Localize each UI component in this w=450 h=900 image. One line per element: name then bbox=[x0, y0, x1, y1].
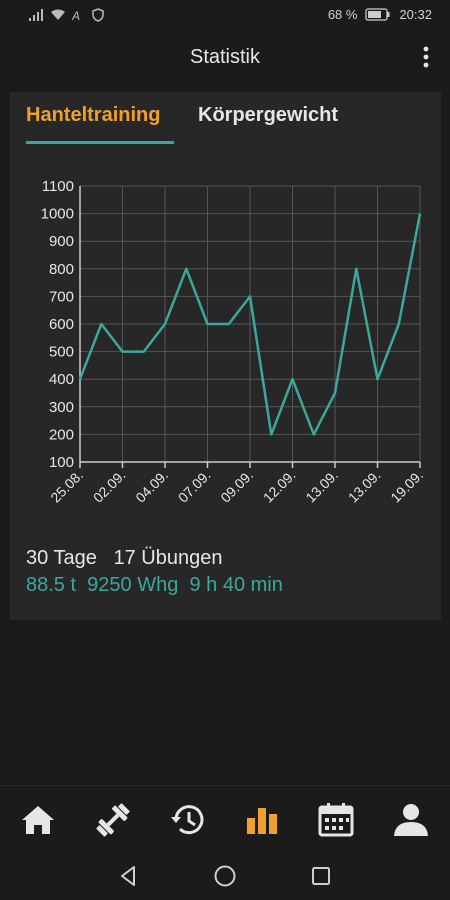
battery-percent: 68 % bbox=[327, 7, 358, 22]
tab-indicator bbox=[26, 141, 174, 144]
tab-hanteltraining[interactable]: Hanteltraining bbox=[26, 104, 161, 126]
status-icons-right: 68 % 20:32 bbox=[328, 7, 432, 22]
y-tick-label: 1100 bbox=[42, 178, 74, 195]
svg-text:A: A bbox=[72, 9, 80, 22]
y-tick-label: 300 bbox=[49, 399, 74, 416]
summary-counts: 30 Tage 17 Übungen bbox=[26, 547, 222, 570]
y-tick-label: 800 bbox=[49, 261, 74, 278]
total-weight: 88.5 t bbox=[26, 574, 77, 596]
wifi-icon bbox=[51, 9, 65, 20]
x-tick-label: 09.09. bbox=[217, 467, 256, 506]
statistics-card: Hanteltraining Körpergewicht 100 200 300 40… bbox=[10, 92, 441, 620]
clock: 20:32 bbox=[399, 7, 432, 22]
tab-koerpergewicht[interactable]: Körpergewicht bbox=[198, 104, 339, 126]
y-tick-label: 1000 bbox=[41, 206, 74, 223]
y-tick-label: 200 bbox=[49, 426, 74, 443]
tab-bar: Hanteltraining Körpergewicht bbox=[10, 92, 441, 144]
dumbbell-icon[interactable] bbox=[91, 798, 135, 842]
history-icon[interactable] bbox=[166, 798, 210, 842]
system-navigation bbox=[0, 853, 450, 900]
y-tick-label: 600 bbox=[49, 316, 74, 333]
overflow-menu-icon[interactable] bbox=[416, 42, 436, 72]
days-count: 30 Tage bbox=[26, 547, 97, 569]
page-title: Statistik bbox=[189, 46, 261, 68]
x-tick-label: 19.09. bbox=[387, 467, 426, 506]
x-tick-label: 13.09. bbox=[345, 467, 384, 506]
y-tick-label: 100 bbox=[49, 454, 74, 471]
app-bar: Statistik bbox=[0, 32, 450, 82]
y-tick-label: 900 bbox=[49, 233, 74, 250]
signal-icon bbox=[29, 9, 43, 21]
y-tick-label: 400 bbox=[49, 371, 74, 388]
y-tick-label: 700 bbox=[49, 288, 74, 305]
home-icon[interactable] bbox=[16, 798, 60, 842]
status-icons-left: A bbox=[28, 8, 104, 22]
y-tick-label: 500 bbox=[49, 344, 74, 361]
summary-totals: 88.5 t 9250 Whg 9 h 40 min bbox=[26, 574, 283, 597]
bottom-navigation bbox=[0, 785, 450, 854]
x-tick-label: 07.09. bbox=[175, 467, 214, 506]
battery-icon bbox=[365, 8, 390, 21]
shield-icon bbox=[92, 8, 104, 22]
profile-icon[interactable] bbox=[389, 798, 433, 842]
nfc-icon: A bbox=[72, 9, 80, 22]
x-tick-label: 25.08. bbox=[47, 467, 86, 506]
home-circle-icon[interactable] bbox=[212, 863, 238, 889]
status-bar: A 68 % 20:32 bbox=[0, 0, 450, 32]
exercise-count: 17 Übungen bbox=[113, 547, 223, 569]
x-tick-label: 12.09. bbox=[260, 467, 299, 506]
total-reps: 9250 Whg bbox=[87, 574, 179, 596]
line-chart: 100 200 300 400 500 600 700 800 900 1000 1100 25.08… bbox=[41, 178, 426, 506]
calendar-icon[interactable] bbox=[314, 798, 358, 842]
total-duration: 9 h 40 min bbox=[189, 574, 283, 596]
x-tick-label: 13.09. bbox=[302, 467, 341, 506]
x-tick-label: 04.09. bbox=[132, 467, 171, 506]
back-icon[interactable] bbox=[116, 863, 142, 889]
x-tick-label: 02.09. bbox=[90, 467, 129, 506]
bar-chart-icon[interactable] bbox=[240, 798, 284, 842]
recents-icon[interactable] bbox=[308, 863, 334, 889]
